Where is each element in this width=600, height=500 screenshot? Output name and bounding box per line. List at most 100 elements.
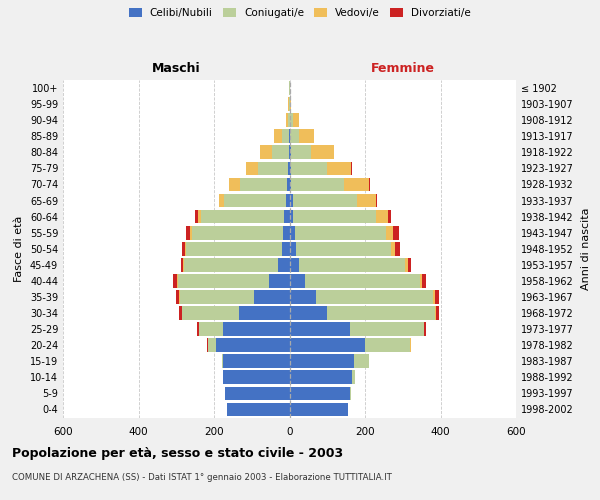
Text: Popolazione per età, sesso e stato civile - 2003: Popolazione per età, sesso e stato civil… bbox=[12, 448, 343, 460]
Bar bbox=[269, 274, 290, 287]
Bar bbox=[435, 290, 439, 304]
Bar bbox=[192, 226, 283, 239]
Bar bbox=[185, 226, 190, 239]
Text: COMUNE DI ARZACHENA (SS) - Dati ISTAT 1° gennaio 2003 - Elaborazione TUTTITALIA.: COMUNE DI ARZACHENA (SS) - Dati ISTAT 1°… bbox=[12, 472, 392, 482]
Bar bbox=[290, 114, 293, 127]
Bar bbox=[290, 354, 353, 368]
Bar bbox=[286, 114, 287, 127]
Bar bbox=[240, 178, 287, 192]
Bar bbox=[173, 274, 178, 287]
Bar bbox=[290, 402, 348, 416]
Bar bbox=[197, 322, 199, 336]
Bar bbox=[274, 130, 281, 143]
Bar bbox=[290, 130, 299, 143]
Bar bbox=[182, 242, 185, 256]
Bar bbox=[291, 162, 327, 175]
Bar bbox=[407, 258, 412, 272]
Bar bbox=[239, 306, 290, 320]
Bar bbox=[290, 258, 299, 272]
Bar bbox=[422, 274, 426, 287]
Bar bbox=[179, 306, 182, 320]
Bar bbox=[353, 354, 369, 368]
Bar bbox=[344, 178, 369, 192]
Legend: Celibi/Nubili, Coniugati/e, Vedovi/e, Divorziati/e: Celibi/Nubili, Coniugati/e, Vedovi/e, Di… bbox=[126, 5, 474, 21]
Bar bbox=[254, 290, 290, 304]
Bar bbox=[356, 194, 376, 207]
Bar bbox=[327, 162, 352, 175]
Bar bbox=[226, 386, 290, 400]
Bar bbox=[198, 210, 201, 224]
Bar bbox=[178, 274, 269, 287]
Bar bbox=[289, 146, 290, 159]
Bar bbox=[436, 306, 439, 320]
Bar bbox=[290, 226, 295, 239]
Bar bbox=[247, 162, 258, 175]
Bar bbox=[182, 306, 239, 320]
Bar bbox=[424, 322, 426, 336]
Bar bbox=[195, 210, 198, 224]
Bar bbox=[292, 178, 344, 192]
Bar bbox=[207, 338, 208, 352]
Bar bbox=[299, 258, 404, 272]
Bar bbox=[290, 386, 350, 400]
Bar bbox=[290, 370, 352, 384]
Bar bbox=[286, 194, 290, 207]
Bar bbox=[290, 242, 296, 256]
Bar bbox=[180, 290, 254, 304]
Bar bbox=[410, 338, 412, 352]
Bar bbox=[201, 210, 284, 224]
Bar bbox=[295, 226, 386, 239]
Bar bbox=[391, 242, 395, 256]
Bar bbox=[350, 322, 424, 336]
Bar bbox=[290, 98, 292, 111]
Bar bbox=[293, 114, 299, 127]
Bar bbox=[287, 178, 290, 192]
Bar bbox=[395, 242, 400, 256]
Y-axis label: Fasce di età: Fasce di età bbox=[14, 216, 24, 282]
Bar bbox=[287, 114, 290, 127]
Bar bbox=[376, 210, 388, 224]
Bar bbox=[216, 338, 290, 352]
Bar bbox=[290, 162, 291, 175]
Text: Femmine: Femmine bbox=[371, 62, 435, 75]
Bar bbox=[290, 178, 292, 192]
Bar bbox=[284, 210, 290, 224]
Bar bbox=[327, 306, 435, 320]
Bar bbox=[404, 258, 407, 272]
Bar bbox=[435, 306, 436, 320]
Bar bbox=[258, 162, 288, 175]
Bar bbox=[369, 178, 370, 192]
Bar bbox=[283, 226, 290, 239]
Bar bbox=[183, 258, 184, 272]
Bar bbox=[290, 322, 350, 336]
Bar bbox=[288, 162, 290, 175]
Bar bbox=[376, 194, 377, 207]
Bar bbox=[386, 226, 394, 239]
Bar bbox=[190, 226, 192, 239]
Bar bbox=[179, 290, 180, 304]
Bar bbox=[282, 242, 290, 256]
Bar bbox=[223, 354, 290, 368]
Bar bbox=[224, 194, 286, 207]
Bar bbox=[433, 290, 435, 304]
Bar bbox=[176, 290, 179, 304]
Text: Maschi: Maschi bbox=[152, 62, 200, 75]
Bar bbox=[352, 370, 355, 384]
Bar bbox=[281, 130, 289, 143]
Bar bbox=[290, 274, 305, 287]
Y-axis label: Anni di nascita: Anni di nascita bbox=[581, 208, 590, 290]
Bar bbox=[278, 258, 290, 272]
Bar bbox=[290, 194, 293, 207]
Bar bbox=[185, 242, 282, 256]
Bar bbox=[218, 194, 224, 207]
Bar bbox=[221, 354, 223, 368]
Bar bbox=[388, 210, 391, 224]
Bar bbox=[290, 146, 311, 159]
Bar bbox=[184, 258, 278, 272]
Bar bbox=[311, 146, 334, 159]
Bar bbox=[181, 258, 183, 272]
Bar bbox=[289, 98, 290, 111]
Bar bbox=[260, 146, 272, 159]
Bar bbox=[293, 210, 376, 224]
Bar bbox=[290, 306, 327, 320]
